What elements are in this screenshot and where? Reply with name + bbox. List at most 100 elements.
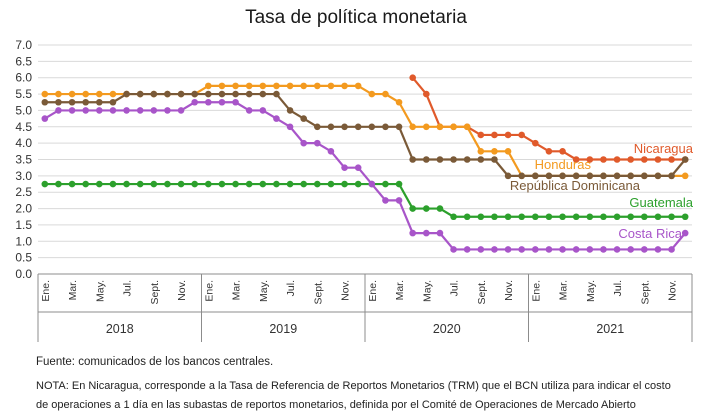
data-point-republica-dominicana — [600, 172, 607, 180]
x-tick-label: Mar. — [394, 280, 406, 300]
x-tick-label: Nov. — [503, 280, 515, 301]
data-point-costa-rica — [627, 246, 634, 253]
data-point-republica-dominicana — [68, 98, 76, 106]
data-point-guatemala — [627, 213, 634, 221]
data-point-honduras — [436, 123, 444, 131]
year-label: 2020 — [433, 322, 461, 336]
x-tick-label: Jul. — [449, 280, 461, 296]
data-point-republica-dominicana — [191, 90, 198, 98]
data-point-costa-rica — [232, 98, 239, 106]
data-point-guatemala — [273, 180, 280, 188]
data-point-costa-rica — [532, 246, 539, 253]
data-point-costa-rica — [423, 229, 430, 237]
data-point-costa-rica — [109, 107, 117, 114]
data-point-honduras — [450, 123, 457, 131]
footnote-line-2: de operaciones a 1 día en las subastas d… — [36, 399, 636, 411]
data-point-guatemala — [491, 213, 498, 221]
x-tick-label: Sept. — [149, 280, 161, 305]
data-point-costa-rica — [491, 246, 498, 253]
data-point-nicaragua — [477, 131, 485, 139]
data-point-republica-dominicana — [504, 172, 512, 180]
data-point-republica-dominicana — [136, 90, 144, 98]
data-point-costa-rica — [586, 246, 594, 253]
y-tick-label: 3.0 — [15, 169, 32, 183]
data-point-costa-rica — [600, 246, 607, 253]
data-point-costa-rica — [572, 246, 580, 253]
data-point-republica-dominicana — [354, 123, 362, 131]
data-point-honduras — [354, 82, 362, 90]
data-point-republica-dominicana — [82, 98, 89, 106]
data-point-costa-rica — [613, 246, 621, 253]
data-point-republica-dominicana — [368, 123, 376, 131]
data-point-costa-rica — [273, 115, 280, 122]
data-point-republica-dominicana — [123, 90, 130, 98]
data-point-republica-dominicana — [463, 156, 471, 163]
data-point-republica-dominicana — [341, 123, 348, 131]
data-point-guatemala — [600, 213, 607, 221]
data-point-republica-dominicana — [286, 107, 294, 114]
series-group — [41, 74, 689, 253]
data-point-guatemala — [518, 213, 525, 221]
data-point-republica-dominicana — [559, 172, 566, 180]
y-tick-label: 1.5 — [15, 218, 32, 232]
data-point-republica-dominicana — [41, 98, 49, 106]
data-point-republica-dominicana — [395, 123, 403, 131]
data-point-guatemala — [218, 180, 226, 188]
data-point-nicaragua — [545, 148, 553, 155]
data-point-honduras — [286, 82, 294, 90]
data-point-republica-dominicana — [259, 90, 267, 98]
data-point-nicaragua — [491, 131, 498, 139]
data-point-costa-rica — [191, 98, 198, 106]
data-point-costa-rica — [681, 229, 689, 237]
year-label: 2019 — [269, 322, 297, 336]
footnote-line-1: NOTA: En Nicaragua, corresponde a la Tas… — [36, 380, 671, 392]
data-point-guatemala — [327, 180, 335, 188]
year-label: 2021 — [596, 322, 624, 336]
data-point-guatemala — [109, 180, 117, 188]
data-point-guatemala — [232, 180, 239, 188]
data-point-nicaragua — [586, 156, 594, 163]
data-point-costa-rica — [150, 107, 158, 114]
data-point-honduras — [368, 90, 376, 98]
year-label: 2018 — [106, 322, 134, 336]
data-point-republica-dominicana — [613, 172, 621, 180]
data-point-honduras — [218, 82, 226, 90]
data-point-honduras — [41, 90, 49, 98]
y-tick-label: 2.5 — [15, 185, 32, 199]
x-tick-label: Mar. — [558, 280, 570, 300]
data-point-costa-rica — [477, 246, 485, 253]
data-point-guatemala — [559, 213, 566, 221]
x-tick-label: Ene. — [203, 280, 215, 302]
data-point-costa-rica — [409, 229, 416, 237]
data-point-honduras — [681, 172, 689, 180]
data-point-honduras — [232, 82, 239, 90]
data-point-republica-dominicana — [245, 90, 253, 98]
series-label: Nicaragua — [634, 141, 694, 156]
data-point-guatemala — [477, 213, 485, 221]
data-point-guatemala — [123, 180, 130, 188]
data-point-guatemala — [300, 180, 307, 188]
y-axis: 0.0 0.5 1.0 1.5 2.0 2.5 3.0 3.5 4.0 4.5 5.0 5.5 6.0 6… — [15, 38, 32, 281]
data-point-guatemala — [82, 180, 89, 188]
data-point-republica-dominicana — [572, 172, 580, 180]
chart-title: Tasa de política monetaria — [245, 7, 467, 28]
data-point-nicaragua — [423, 90, 430, 98]
data-point-honduras — [259, 82, 267, 90]
x-tick-label: Ene. — [530, 280, 542, 302]
data-point-nicaragua — [409, 74, 416, 82]
data-point-costa-rica — [286, 123, 294, 131]
data-point-honduras — [477, 148, 485, 155]
data-point-costa-rica — [245, 107, 253, 114]
x-tick-label: May. — [421, 280, 433, 302]
data-point-costa-rica — [450, 246, 457, 253]
data-point-costa-rica — [314, 139, 321, 147]
data-point-nicaragua — [627, 156, 634, 163]
series-label: Guatemala — [629, 195, 693, 210]
data-point-costa-rica — [436, 229, 444, 237]
data-point-honduras — [504, 148, 512, 155]
data-point-honduras — [463, 123, 471, 131]
data-point-costa-rica — [177, 107, 185, 114]
data-point-guatemala — [641, 213, 648, 221]
data-point-costa-rica — [41, 115, 49, 122]
data-point-guatemala — [586, 213, 594, 221]
